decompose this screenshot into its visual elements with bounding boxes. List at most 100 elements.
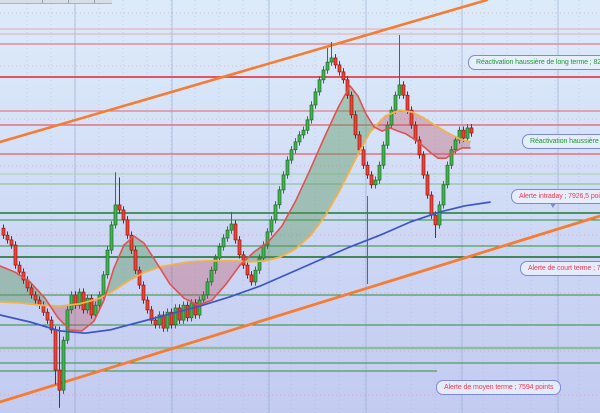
candle-up xyxy=(309,104,314,121)
candle-up xyxy=(285,159,290,176)
candle-down xyxy=(337,64,342,73)
candle-up xyxy=(317,79,322,93)
candle-up xyxy=(181,304,186,321)
candle-down xyxy=(81,291,86,311)
candle-down xyxy=(137,269,142,286)
candle-up xyxy=(213,257,218,271)
candle-up xyxy=(329,57,334,63)
candle-down xyxy=(9,239,14,246)
candle-down xyxy=(117,204,122,211)
candle-up xyxy=(465,127,470,139)
toolbar-tick xyxy=(68,0,69,3)
candle-up xyxy=(273,204,278,221)
candle-up xyxy=(61,339,66,391)
toolbar-remnant xyxy=(0,0,112,4)
candle-up xyxy=(93,304,98,316)
candle-up xyxy=(457,129,462,141)
level-lines xyxy=(0,28,600,372)
candle-down xyxy=(369,174,374,186)
candle-down xyxy=(409,109,414,126)
candle-down xyxy=(149,309,154,321)
candle-up xyxy=(201,294,206,301)
candle-up xyxy=(453,139,458,151)
candle-up xyxy=(441,184,446,206)
candle-down xyxy=(349,94,354,116)
candle-up xyxy=(225,229,230,239)
candle-up xyxy=(265,231,270,246)
trendlines xyxy=(0,0,600,404)
candle-down xyxy=(169,311,174,326)
candle-up xyxy=(173,307,178,326)
candle-down xyxy=(417,139,422,156)
candle-down xyxy=(249,274,254,283)
candle-down xyxy=(365,164,370,176)
candle-down xyxy=(233,223,238,241)
candle-up xyxy=(277,189,282,206)
candle-up xyxy=(77,291,82,306)
candle-up xyxy=(437,204,442,226)
candle-down xyxy=(133,249,138,271)
candle-down xyxy=(129,234,134,251)
candle-down xyxy=(245,264,250,276)
candle-up xyxy=(113,204,118,226)
candle-down xyxy=(421,154,426,176)
candle-up xyxy=(389,109,394,126)
candle-up xyxy=(305,119,310,131)
candle-down xyxy=(57,369,62,391)
annotation-alerte-intraday[interactable]: Alerte intraday ; 7926,5 points xyxy=(511,189,600,208)
candle-up xyxy=(393,94,398,111)
slow-ma-line xyxy=(0,109,471,307)
annotation-reactivation-moyen-terme[interactable]: Réactivation haussière de moyen terme xyxy=(522,134,600,149)
candle-up xyxy=(297,134,302,143)
trendline[interactable] xyxy=(0,214,600,404)
candle-up xyxy=(385,124,390,146)
candle-up xyxy=(301,129,306,136)
annotation-alerte-moyen-terme[interactable]: Alerte de moyen terme ; 7594 points xyxy=(436,380,562,395)
candle-down xyxy=(13,244,18,266)
candle-down xyxy=(401,84,406,96)
candle-down xyxy=(177,307,182,321)
candle-down xyxy=(461,129,466,139)
candle-up xyxy=(157,314,162,326)
candle-down xyxy=(89,297,94,316)
candle-up xyxy=(381,144,386,166)
ma-lines xyxy=(0,85,491,335)
candle-up xyxy=(373,179,378,186)
candle-down xyxy=(353,114,358,136)
trendline[interactable] xyxy=(0,0,489,144)
candle-down xyxy=(49,319,54,331)
candle-up xyxy=(253,269,258,283)
candle-up xyxy=(397,84,402,96)
candle-down xyxy=(141,284,146,301)
candle-down xyxy=(33,294,38,301)
annotation-reactivation-long-terme[interactable]: Réactivation haussière de long terme ; 8… xyxy=(468,55,600,70)
candle-up xyxy=(377,164,382,181)
annotation-alerte-court-terme[interactable]: Alerte de court terme ; 7838 points xyxy=(520,261,600,276)
fast-ma-line xyxy=(0,85,471,332)
candle-down xyxy=(341,71,346,81)
candles xyxy=(1,35,474,408)
candle-up xyxy=(293,141,298,151)
candle-up xyxy=(105,249,110,276)
candle-up xyxy=(325,61,330,71)
candle-up xyxy=(101,274,106,296)
candle-down xyxy=(125,219,130,236)
candle-down xyxy=(121,209,126,221)
candle-down xyxy=(361,149,366,166)
candle-up xyxy=(109,224,114,251)
candle-up xyxy=(65,309,70,341)
candle-down xyxy=(237,239,242,256)
candle-down xyxy=(29,287,34,296)
candle-up xyxy=(221,237,226,248)
candle-down xyxy=(413,124,418,141)
candle-up xyxy=(229,223,234,231)
candle-down xyxy=(357,134,362,151)
candle-up xyxy=(313,91,318,106)
candle-down xyxy=(193,302,198,316)
candle-down xyxy=(405,94,410,111)
candle-down xyxy=(333,57,338,66)
candle-up xyxy=(217,246,222,259)
candle-up xyxy=(189,302,194,319)
